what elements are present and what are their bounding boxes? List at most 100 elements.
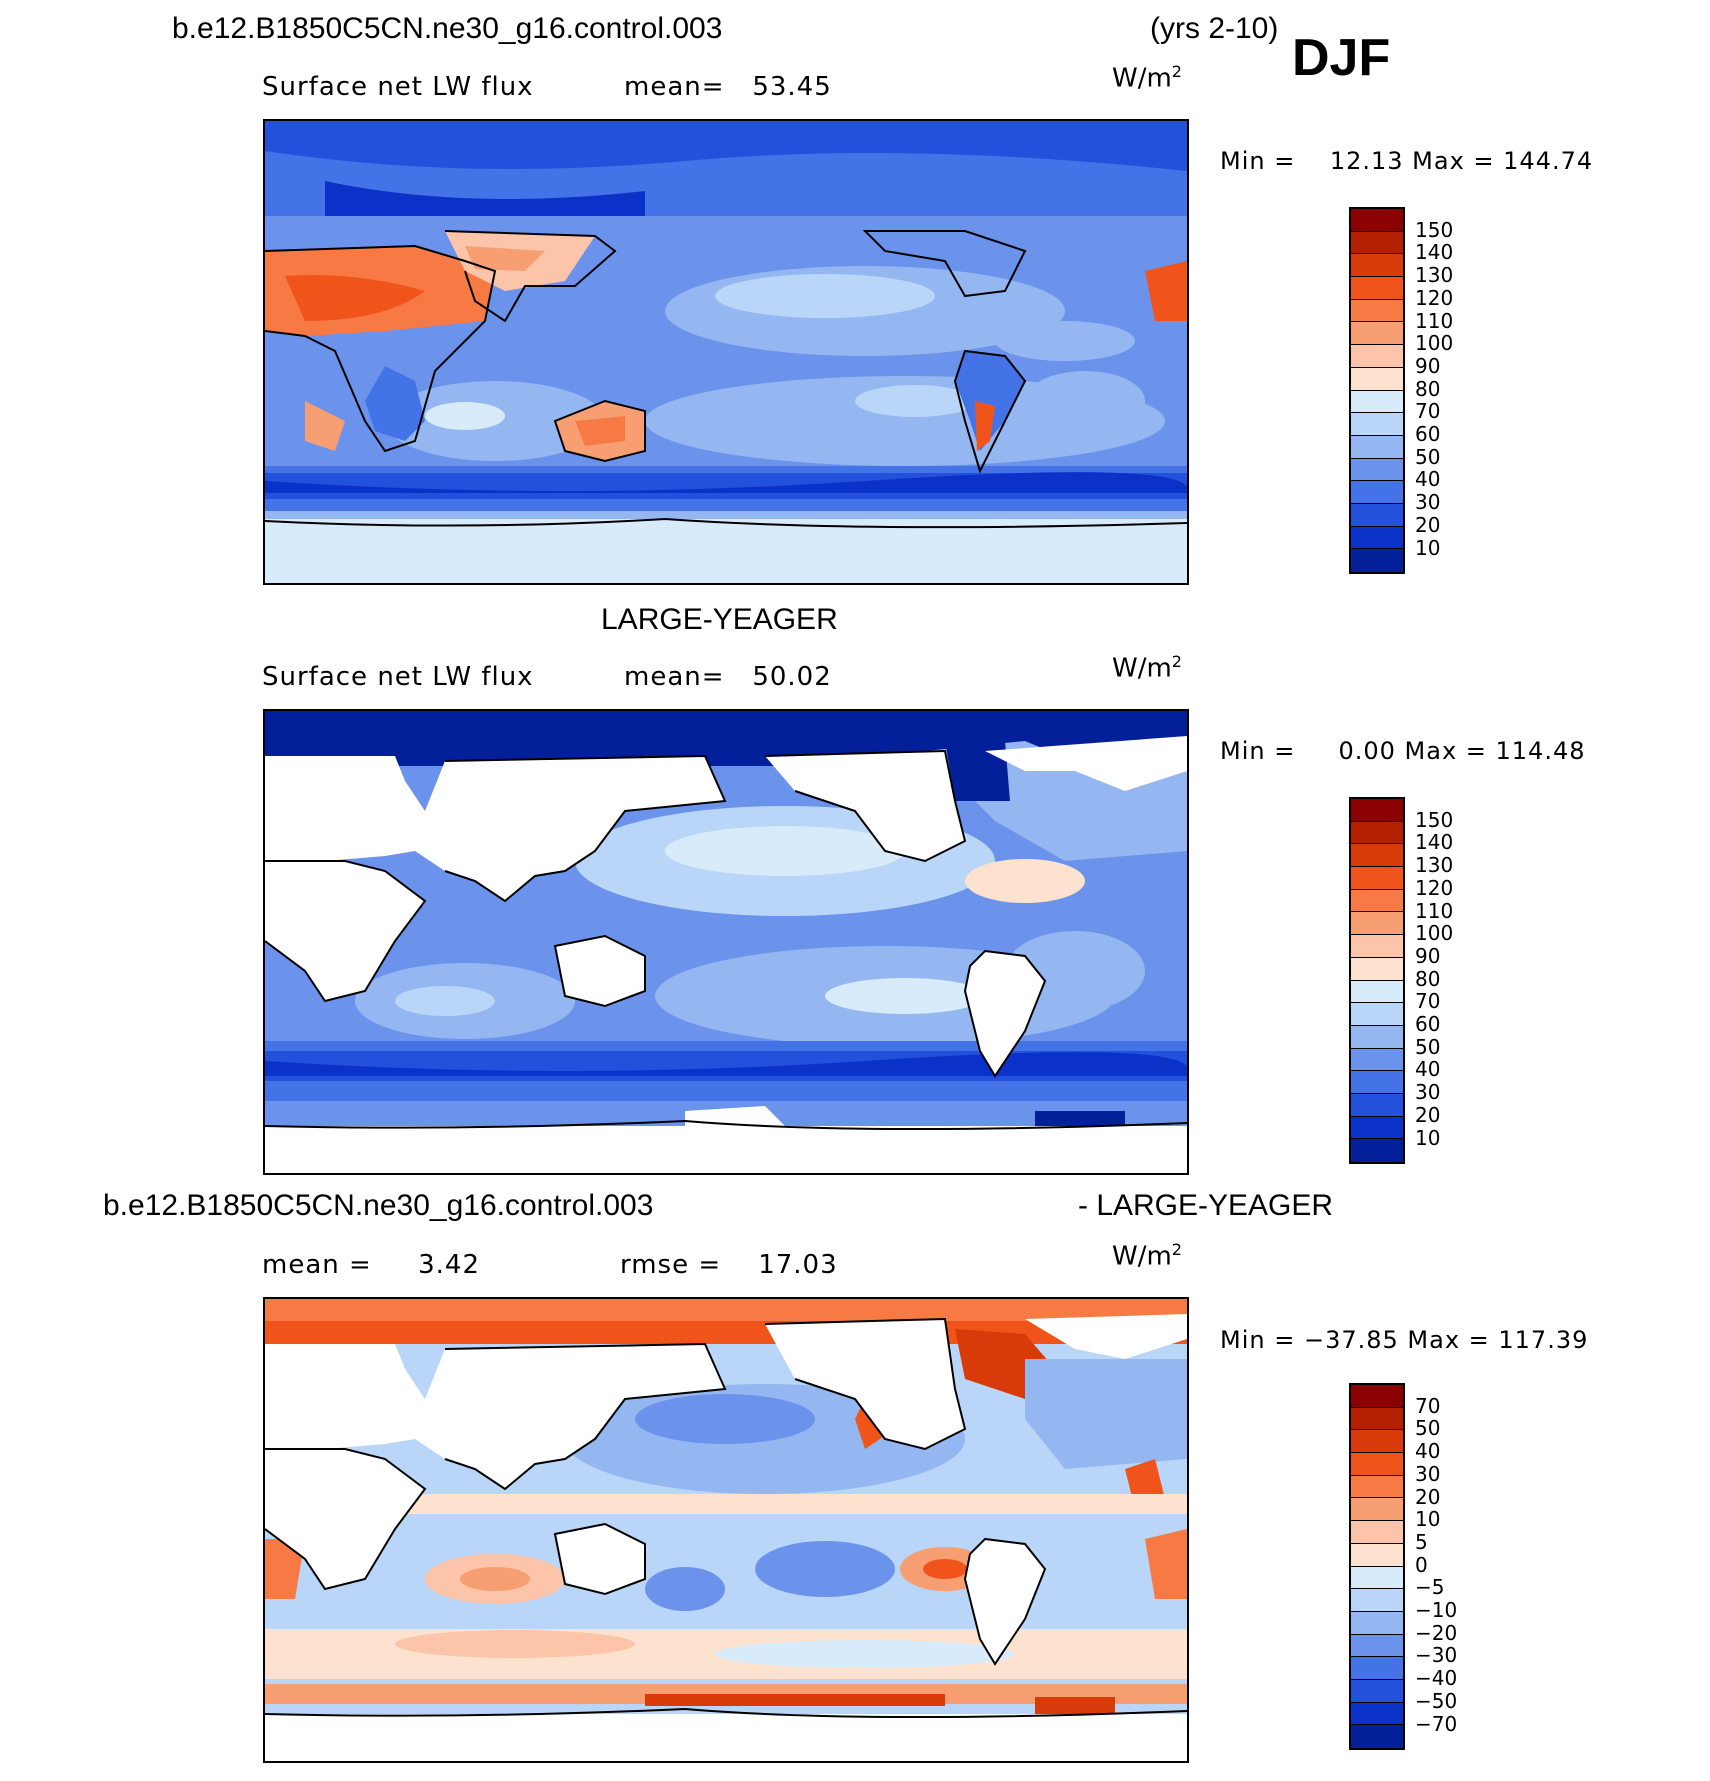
colorbar-level-label: 30 <box>1415 490 1441 515</box>
colorbar-swatch <box>1351 367 1403 391</box>
colorbar-level-label: −50 <box>1415 1688 1458 1713</box>
colorbar-swatch <box>1351 322 1403 346</box>
panel3-heading-left: b.e12.B1850C5CN.ne30_g16.control.003 <box>103 1189 654 1222</box>
colorbar-swatch <box>1351 1407 1403 1431</box>
colorbar-level-label: 10 <box>1415 535 1441 560</box>
colorbar-level-label: 110 <box>1415 898 1454 923</box>
colorbar-swatch <box>1351 1498 1403 1522</box>
colorbar-level-label: 70 <box>1415 399 1441 424</box>
colorbar-swatch <box>1351 1116 1403 1140</box>
panel2-minmax: Min = 0.00 Max = 114.48 <box>1220 737 1586 765</box>
panel2-variable: Surface net LW flux <box>262 662 534 692</box>
colorbar-swatch <box>1351 1543 1403 1567</box>
panel3-rmse: rmse = 17.03 <box>620 1250 838 1280</box>
panel3-heading-right: - LARGE-YEAGER <box>1078 1189 1334 1222</box>
colorbar-swatch <box>1351 957 1403 981</box>
colorbar-swatch <box>1351 1702 1403 1726</box>
colorbar-swatch <box>1351 413 1403 436</box>
colorbar-level-label: 80 <box>1415 966 1441 991</box>
colorbar-swatch <box>1351 1025 1403 1049</box>
colorbar-swatch <box>1351 458 1403 482</box>
colorbar-swatch <box>1351 526 1403 550</box>
colorbar-level-label: 40 <box>1415 1057 1441 1082</box>
colorbar-level-label: −70 <box>1415 1711 1458 1736</box>
colorbar-swatch <box>1351 1048 1403 1072</box>
colorbar-swatch <box>1351 1634 1403 1658</box>
panel1-colorbar <box>1349 207 1405 574</box>
colorbar-swatch <box>1351 1679 1403 1703</box>
colorbar-level-label: 40 <box>1415 467 1441 492</box>
panel1-minmax: Min = 12.13 Max = 144.74 <box>1220 147 1594 175</box>
years-range: (yrs 2-10) <box>1150 12 1279 45</box>
colorbar-swatch <box>1351 1589 1403 1612</box>
panel1-units: W/m2 <box>1112 62 1182 94</box>
panel2-units: W/m2 <box>1112 652 1182 684</box>
colorbar-swatch <box>1351 1430 1403 1454</box>
colorbar-level-label: −10 <box>1415 1598 1458 1622</box>
panel3-map <box>263 1297 1189 1763</box>
panel1-map-field <box>265 121 1187 583</box>
colorbar-level-label: 130 <box>1415 263 1454 288</box>
colorbar-level-label: −30 <box>1415 1643 1458 1668</box>
colorbar-swatch <box>1351 867 1403 890</box>
panel2-mean: mean= 50.02 <box>624 662 832 692</box>
colorbar-swatch <box>1351 1003 1403 1026</box>
colorbar-level-label: −5 <box>1415 1575 1445 1600</box>
colorbar-level-label: 60 <box>1415 422 1441 446</box>
colorbar-swatch <box>1351 345 1403 368</box>
colorbar-level-label: 10 <box>1415 1125 1441 1150</box>
colorbar-swatch <box>1351 390 1403 414</box>
panel3-mean: mean = 3.42 <box>262 1250 480 1280</box>
colorbar-swatch <box>1351 1611 1403 1635</box>
season-label: DJF <box>1292 29 1391 87</box>
colorbar-swatch <box>1351 935 1403 958</box>
colorbar-swatch <box>1351 299 1403 323</box>
colorbar-swatch <box>1351 1385 1403 1408</box>
colorbar-swatch <box>1351 844 1403 868</box>
colorbar-swatch <box>1351 1453 1403 1476</box>
colorbar-level-label: 60 <box>1415 1012 1441 1036</box>
colorbar-swatch <box>1351 912 1403 936</box>
colorbar-level-label: 150 <box>1415 217 1454 242</box>
colorbar-level-label: 20 <box>1415 1484 1441 1509</box>
colorbar-level-label: 5 <box>1415 1529 1428 1554</box>
colorbar-level-label: 40 <box>1415 1439 1441 1464</box>
colorbar-level-label: 10 <box>1415 1507 1441 1532</box>
colorbar-level-label: 100 <box>1415 921 1454 946</box>
colorbar-swatch <box>1351 889 1403 913</box>
colorbar-level-label: 80 <box>1415 376 1441 401</box>
colorbar-level-label: 20 <box>1415 512 1441 537</box>
colorbar-swatch <box>1351 277 1403 300</box>
colorbar-swatch <box>1351 1139 1403 1162</box>
colorbar-level-label: 120 <box>1415 875 1454 900</box>
colorbar-swatch <box>1351 549 1403 572</box>
colorbar-level-label: 50 <box>1415 1034 1441 1059</box>
colorbar-swatch <box>1351 1475 1403 1499</box>
panel2-colorbar <box>1349 797 1405 1164</box>
colorbar-level-label: 120 <box>1415 285 1454 310</box>
colorbar-level-label: 100 <box>1415 331 1454 356</box>
colorbar-level-label: −40 <box>1415 1666 1458 1691</box>
panel2-heading: LARGE-YEAGER <box>601 603 838 636</box>
colorbar-swatch <box>1351 503 1403 527</box>
panel1-map <box>263 119 1189 585</box>
colorbar-level-label: 30 <box>1415 1080 1441 1105</box>
colorbar-swatch <box>1351 231 1403 255</box>
panel3-colorbar <box>1349 1383 1405 1750</box>
panel3-minmax: Min = −37.85 Max = 117.39 <box>1220 1326 1589 1354</box>
colorbar-swatch <box>1351 1093 1403 1117</box>
colorbar-level-label: 110 <box>1415 308 1454 333</box>
colorbar-swatch <box>1351 799 1403 822</box>
colorbar-level-label: 130 <box>1415 853 1454 878</box>
colorbar-swatch <box>1351 980 1403 1004</box>
colorbar-swatch <box>1351 1566 1403 1590</box>
colorbar-swatch <box>1351 1725 1403 1748</box>
colorbar-swatch <box>1351 1657 1403 1680</box>
panel3-map-field <box>265 1299 1187 1761</box>
panel1-variable: Surface net LW flux <box>262 72 534 102</box>
colorbar-level-label: −20 <box>1415 1620 1458 1645</box>
colorbar-level-label: 70 <box>1415 1393 1441 1418</box>
colorbar-level-label: 90 <box>1415 943 1441 968</box>
colorbar-swatch <box>1351 1071 1403 1094</box>
panel2-map-field <box>265 711 1187 1173</box>
